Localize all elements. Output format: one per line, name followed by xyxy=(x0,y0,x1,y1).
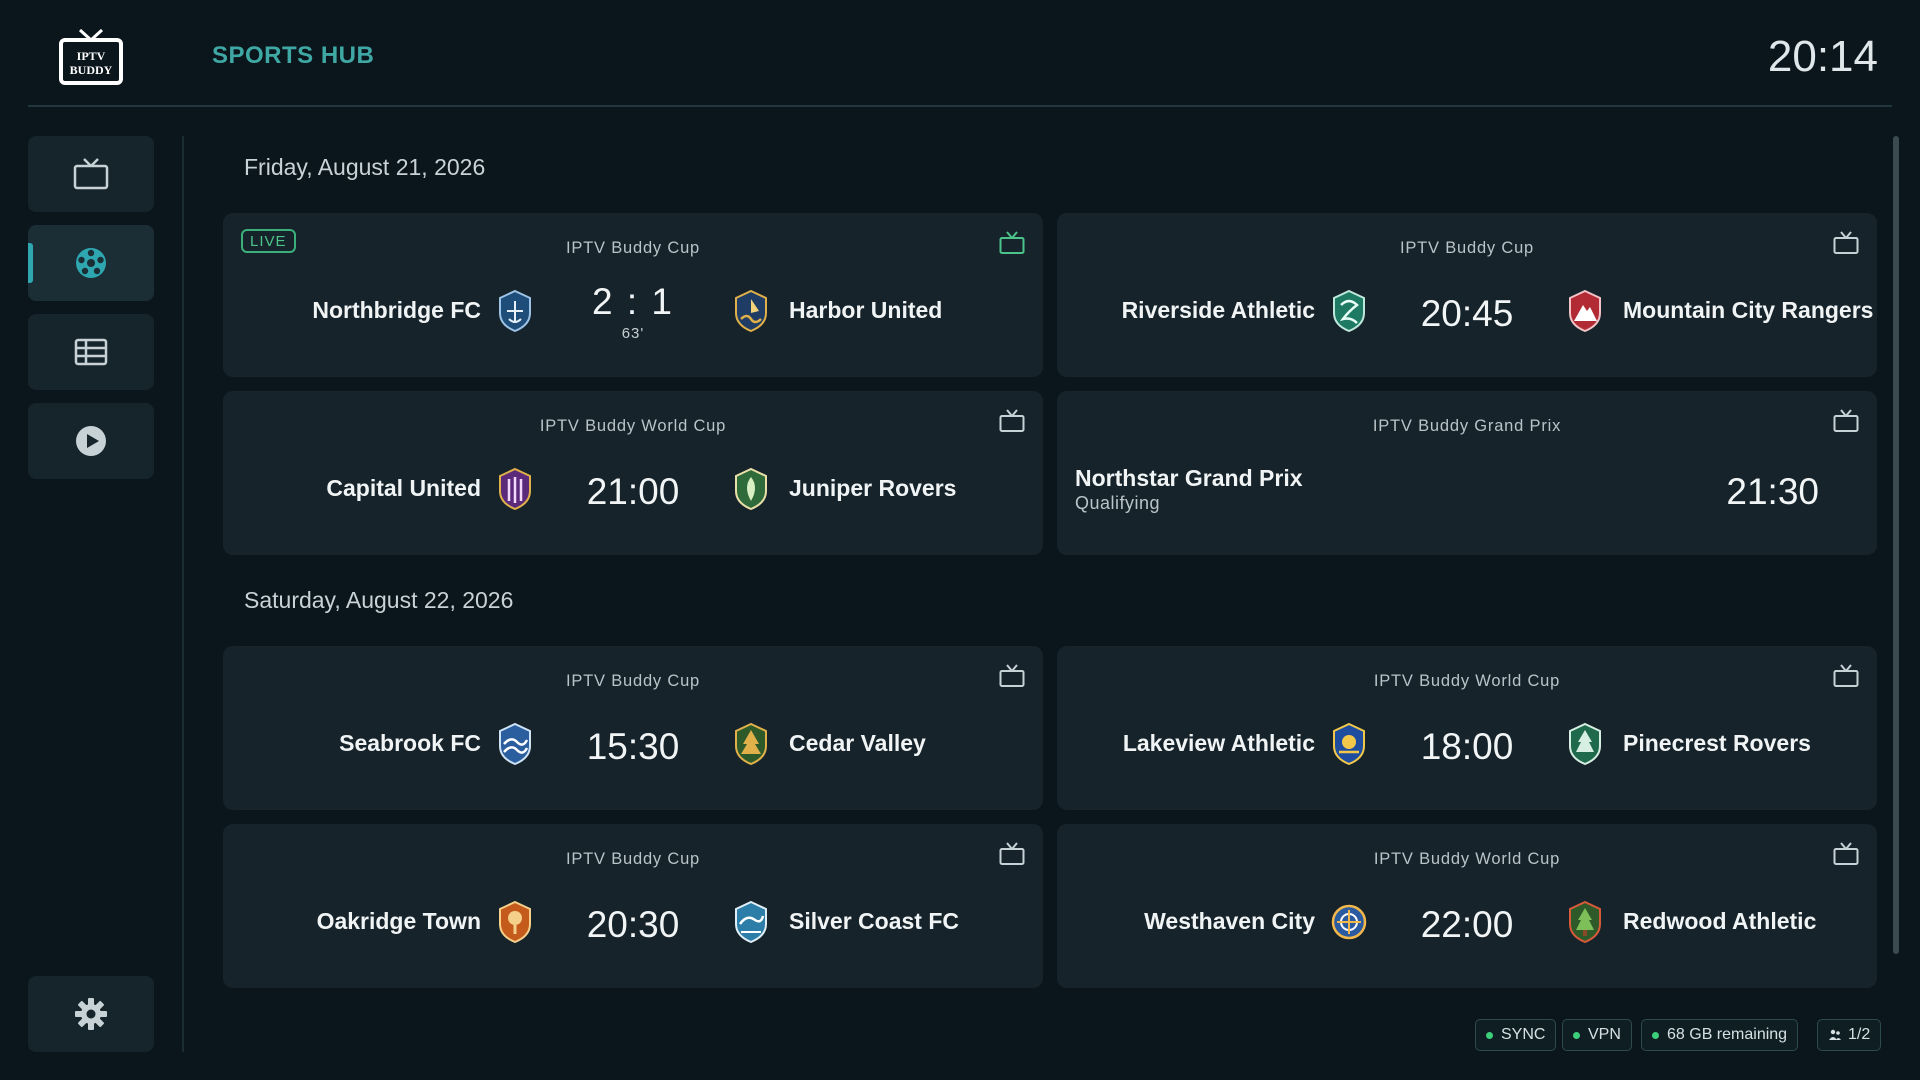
match-card[interactable]: IPTV Buddy World Cup Lakeview Athletic 1… xyxy=(1057,646,1877,810)
status-dot-icon xyxy=(1652,1031,1659,1039)
competition-label: IPTV Buddy World Cup xyxy=(1373,672,1561,690)
competition-label: IPTV Buddy Cup xyxy=(1399,239,1535,257)
event-card[interactable]: IPTV Buddy Grand Prix Northstar Grand Pr… xyxy=(1057,391,1877,555)
sidebar-divider xyxy=(182,136,184,1052)
status-dot-icon xyxy=(1486,1031,1493,1039)
date-heading: Friday, August 21, 2026 xyxy=(244,154,486,180)
away-team-name: Silver Coast FC xyxy=(789,908,959,934)
tv-icon[interactable] xyxy=(1833,409,1859,433)
vpn-label: VPN xyxy=(1588,1026,1621,1043)
away-team-name: Cedar Valley xyxy=(789,730,926,756)
grid-icon xyxy=(74,338,108,366)
team-crest-icon xyxy=(499,900,531,944)
competition-label: IPTV Buddy Cup xyxy=(565,672,701,690)
tv-icon[interactable] xyxy=(999,664,1025,688)
team-crest-icon xyxy=(499,722,531,766)
users-status: 1/2 xyxy=(1817,1019,1882,1051)
sidebar-item-sports[interactable] xyxy=(28,225,154,301)
match-score: 2 : 1 xyxy=(592,281,674,322)
header: IPTV BUDDY SPORTS HUB 20:14 xyxy=(0,0,1920,106)
home-team-name: Lakeview Athletic xyxy=(1122,730,1315,756)
team-crest-icon xyxy=(1569,289,1601,333)
tv-icon[interactable] xyxy=(1833,231,1859,255)
competition-label: IPTV Buddy Cup xyxy=(565,850,701,868)
competition-label: IPTV Buddy Grand Prix xyxy=(1372,417,1562,435)
event-name: Northstar Grand Prix xyxy=(1075,465,1303,491)
competition-label: IPTV Buddy World Cup xyxy=(1373,850,1561,868)
home-team-name: Northbridge FC xyxy=(312,297,481,323)
team-crest-icon xyxy=(499,467,531,511)
team-crest-icon xyxy=(1569,722,1601,766)
away-team-name: Pinecrest Rovers xyxy=(1623,730,1811,756)
iptv-buddy-logo: IPTV BUDDY xyxy=(59,28,123,85)
team-crest-icon xyxy=(735,289,767,333)
app-title: SPORTS HUB xyxy=(212,42,375,69)
svg-text:IPTV: IPTV xyxy=(77,49,106,63)
team-crest-icon xyxy=(1331,904,1367,940)
match-card[interactable]: IPTV Buddy Cup Seabrook FC 15:30 Cedar V… xyxy=(223,646,1043,810)
team-crest-icon xyxy=(1333,289,1365,333)
kickoff-time: 22:00 xyxy=(1420,904,1514,945)
live-badge: LIVE xyxy=(241,229,296,253)
event-time: 21:30 xyxy=(1726,471,1819,512)
away-team-name: Redwood Athletic xyxy=(1623,908,1817,934)
home-team-name: Riverside Athletic xyxy=(1121,297,1315,323)
soccer-ball-icon xyxy=(76,248,106,278)
vpn-status: VPN xyxy=(1562,1019,1632,1051)
kickoff-time: 21:00 xyxy=(586,471,680,512)
match-card[interactable]: IPTV Buddy World Cup Capital United 21:0… xyxy=(223,391,1043,555)
home-team-name: Seabrook FC xyxy=(339,730,481,756)
users-label: 1/2 xyxy=(1848,1026,1871,1043)
competition-label: IPTV Buddy Cup xyxy=(565,239,701,257)
home-team-name: Capital United xyxy=(326,475,481,501)
sync-status: SYNC xyxy=(1475,1019,1557,1051)
match-card[interactable]: IPTV Buddy Cup Riverside Athletic 20:45 … xyxy=(1057,213,1877,377)
team-crest-icon xyxy=(735,900,767,944)
kickoff-time: 18:00 xyxy=(1420,726,1514,767)
storage-label: 68 GB remaining xyxy=(1667,1026,1788,1043)
away-team-name: Mountain City Rangers xyxy=(1623,297,1874,323)
header-divider xyxy=(28,105,1892,107)
kickoff-time: 20:45 xyxy=(1420,293,1514,334)
status-dot-icon xyxy=(1573,1031,1580,1039)
match-minute: 63' xyxy=(621,325,645,342)
team-crest-icon xyxy=(1569,900,1601,944)
tv-icon xyxy=(73,158,109,190)
kickoff-time: 15:30 xyxy=(586,726,680,767)
team-crest-icon xyxy=(735,467,767,511)
sync-label: SYNC xyxy=(1501,1026,1546,1043)
sidebar-item-live-tv[interactable] xyxy=(28,136,154,212)
tv-icon[interactable] xyxy=(999,842,1025,866)
match-card[interactable]: LIVE IPTV Buddy Cup Northbridge FC 2 : 1… xyxy=(223,213,1043,377)
gear-icon xyxy=(75,998,107,1030)
tv-icon[interactable] xyxy=(1833,842,1859,866)
match-card[interactable]: IPTV Buddy World Cup Westhaven City 22:0… xyxy=(1057,824,1877,988)
tv-icon[interactable] xyxy=(1833,664,1859,688)
svg-text:BUDDY: BUDDY xyxy=(70,63,113,77)
team-crest-icon xyxy=(499,289,531,333)
event-session: Qualifying xyxy=(1075,493,1161,513)
team-crest-icon xyxy=(1333,722,1365,766)
users-icon xyxy=(1829,1029,1841,1040)
scrollbar[interactable] xyxy=(1893,136,1899,954)
sidebar-item-vod[interactable] xyxy=(28,403,154,479)
team-crest-icon xyxy=(735,722,767,766)
settings-button[interactable] xyxy=(28,976,154,1052)
home-team-name: Oakridge Town xyxy=(316,908,481,934)
sidebar-item-guide[interactable] xyxy=(28,314,154,390)
date-heading: Saturday, August 22, 2026 xyxy=(244,587,514,613)
clock: 20:14 xyxy=(1767,32,1878,81)
match-card[interactable]: IPTV Buddy Cup Oakridge Town 20:30 Silve… xyxy=(223,824,1043,988)
storage-status: 68 GB remaining xyxy=(1641,1019,1799,1051)
competition-label: IPTV Buddy World Cup xyxy=(539,417,727,435)
away-team-name: Juniper Rovers xyxy=(789,475,957,501)
tv-icon[interactable] xyxy=(999,409,1025,433)
play-icon xyxy=(76,426,106,456)
home-team-name: Westhaven City xyxy=(1144,908,1315,934)
away-team-name: Harbor United xyxy=(789,297,943,323)
tv-icon[interactable] xyxy=(999,231,1025,255)
kickoff-time: 20:30 xyxy=(586,904,680,945)
